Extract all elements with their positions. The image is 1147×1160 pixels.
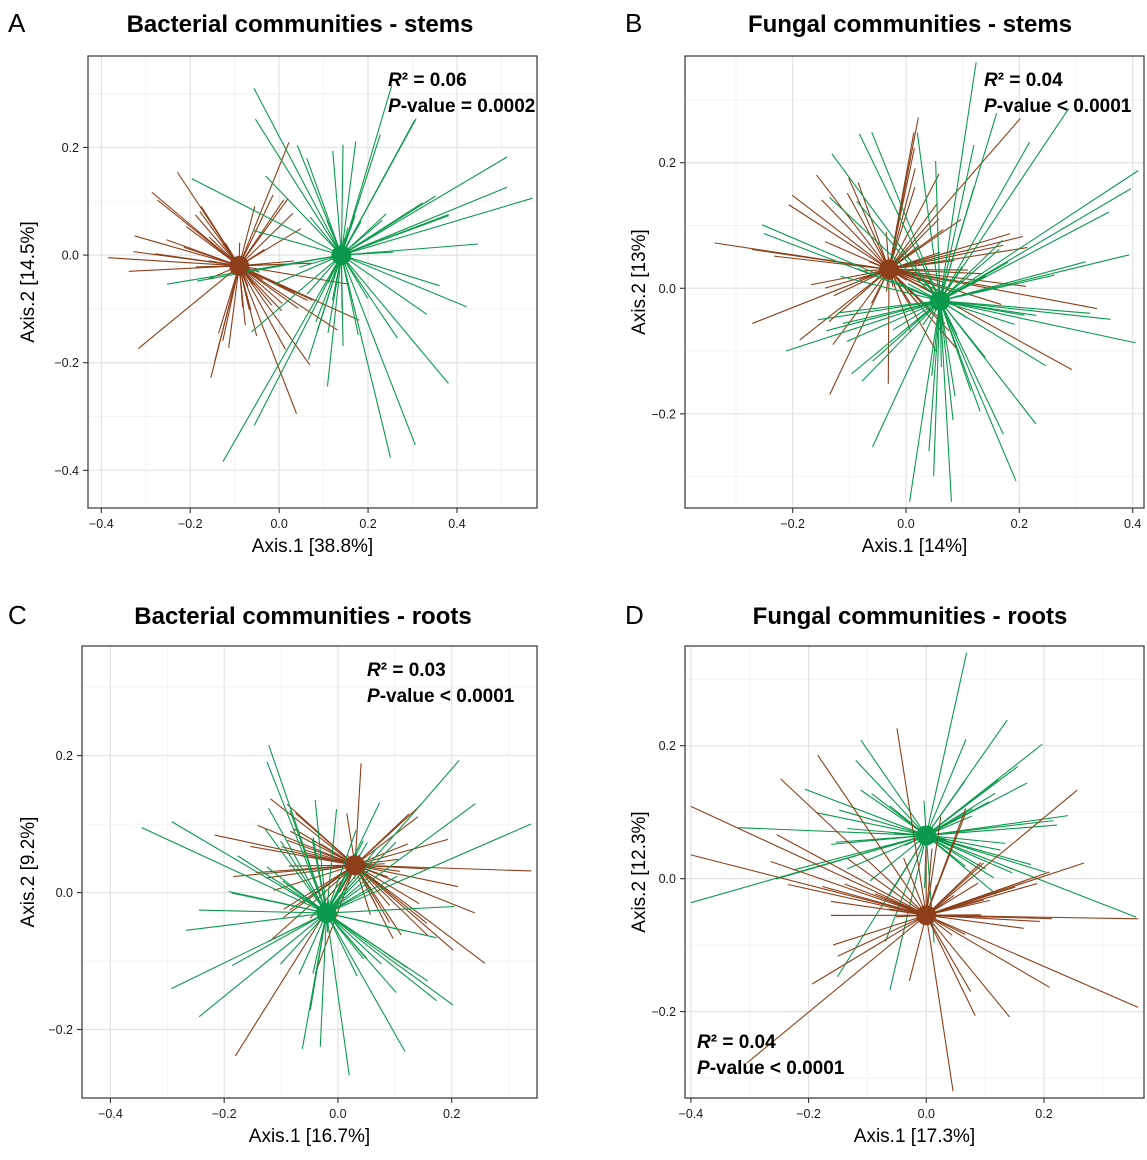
x-tick-label: −0.2 [178, 517, 203, 531]
x-tick-label: 0.2 [1035, 1107, 1052, 1121]
y-tick-label: 0.0 [659, 872, 676, 886]
y-tick-label: 0.0 [56, 886, 73, 900]
x-tick-label: −0.2 [780, 517, 805, 531]
x-tick-label: 0.4 [448, 517, 465, 531]
p-value-label: P-value = 0.0002 [388, 96, 535, 117]
y-tick-label: −0.4 [54, 464, 79, 478]
x-axis-title: Axis.1 [38.8%] [252, 536, 373, 557]
p-value-label: P-value < 0.0001 [984, 96, 1132, 117]
y-tick-label: 0.2 [56, 749, 73, 763]
panel-c: C Bacterial communities - roots −0.4 −0.2 0.… [8, 600, 537, 1147]
panel-title: Bacterial communities - stems [127, 11, 474, 38]
r-squared-label: R² = 0.03 [367, 660, 446, 681]
x-tick-label: −0.2 [796, 1107, 821, 1121]
centroid-point [229, 256, 249, 276]
panel-title: Fungal communities - roots [753, 603, 1068, 630]
y-tick-label: 0.2 [659, 156, 676, 170]
plot-background [685, 646, 1144, 1098]
panel-title: Fungal communities - stems [748, 11, 1072, 38]
r-squared-label: R² = 0.06 [388, 70, 467, 91]
panel-a: A Bacterial communities - stems −0.4 −0.2 0.… [8, 8, 537, 557]
centroid-point [345, 855, 365, 875]
p-value-label: P-value < 0.0001 [697, 1058, 845, 1079]
panel-letter: C [8, 600, 27, 630]
centroid-point [916, 825, 936, 845]
y-tick-label: −0.2 [651, 1005, 676, 1019]
x-tick-label: −0.2 [212, 1107, 237, 1121]
centroid-point [930, 291, 950, 311]
panel-b: B Fungal communities - stems −0.2 0.0 0.2 0.4… [625, 8, 1144, 557]
x-tick-label: −0.4 [89, 517, 114, 531]
x-tick-label: 0.0 [270, 517, 287, 531]
y-axis-title: Axis.2 [9.2%] [18, 817, 39, 928]
centroid-point [879, 259, 899, 279]
y-axis-title: Axis.2 [14.5%] [18, 221, 39, 342]
spider-line [888, 269, 889, 383]
x-tick-label: 0.2 [1011, 517, 1028, 531]
plot-background [685, 56, 1144, 508]
y-tick-label: −0.2 [48, 1023, 73, 1037]
panel-letter: D [625, 600, 644, 630]
r-squared-label: R² = 0.04 [984, 70, 1063, 91]
centroid-point [331, 245, 351, 265]
x-tick-label: 0.4 [1124, 517, 1141, 531]
p-value-label: P-value < 0.0001 [367, 686, 515, 707]
centroid-point [916, 905, 936, 925]
panel-title: Bacterial communities - roots [134, 603, 471, 630]
x-tick-label: 0.2 [359, 517, 376, 531]
plot-background [88, 56, 537, 508]
y-tick-label: 0.0 [659, 282, 676, 296]
y-axis-title: Axis.2 [13%] [629, 229, 650, 335]
x-tick-label: −0.4 [679, 1107, 704, 1121]
x-tick-label: 0.0 [329, 1107, 346, 1121]
y-tick-label: 0.2 [62, 141, 79, 155]
panel-d: D Fungal communities - roots −0.4 −0.2 0.0 0.… [625, 600, 1144, 1147]
y-tick-label: 0.0 [62, 249, 79, 263]
panel-letter: A [8, 8, 26, 38]
x-axis-title: Axis.1 [17.3%] [854, 1126, 975, 1147]
x-tick-label: 0.2 [443, 1107, 460, 1121]
y-tick-label: −0.2 [54, 356, 79, 370]
centroid-point [317, 903, 337, 923]
x-tick-label: 0.0 [918, 1107, 935, 1121]
y-axis-title: Axis.2 [12.3%] [629, 811, 650, 932]
x-axis-title: Axis.1 [16.7%] [249, 1126, 370, 1147]
y-tick-label: −0.2 [651, 407, 676, 421]
y-tick-label: 0.2 [659, 739, 676, 753]
x-axis-title: Axis.1 [14%] [862, 536, 968, 557]
x-tick-label: −0.4 [98, 1107, 123, 1121]
r-squared-label: R² = 0.04 [697, 1032, 776, 1053]
panel-letter: B [625, 8, 642, 38]
x-tick-label: 0.0 [897, 517, 914, 531]
